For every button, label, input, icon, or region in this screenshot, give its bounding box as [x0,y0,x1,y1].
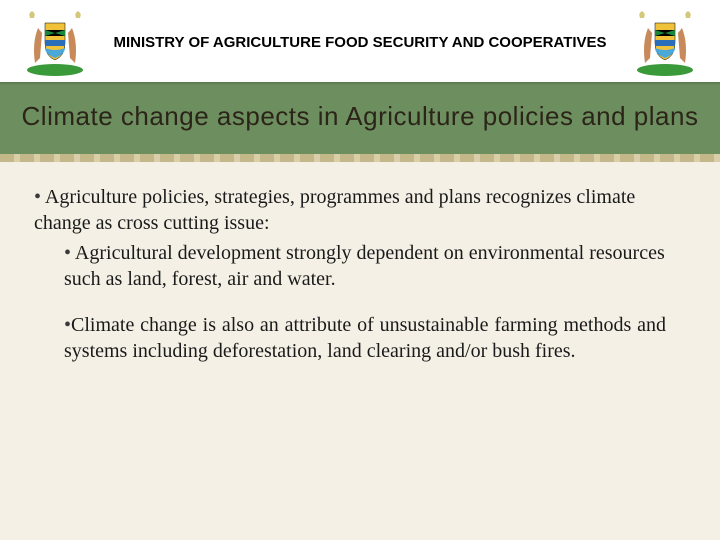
bullet-text: Agricultural development strongly depend… [64,242,665,290]
bullet-mark-icon: • [34,186,45,208]
emblem-right [630,8,700,78]
ministry-title: MINISTRY OF AGRICULTURE FOOD SECURITY AN… [90,33,630,53]
emblem-left [20,8,90,78]
content-area: • Agriculture policies, strategies, prog… [0,154,720,384]
bullet-level-2: • Agricultural development strongly depe… [64,240,686,292]
coat-of-arms-icon [630,8,700,78]
header: MINISTRY OF AGRICULTURE FOOD SECURITY AN… [0,0,720,82]
bullet-mark-icon: • [64,314,71,336]
bullet-level-2: •Climate change is also an attribute of … [64,312,686,364]
bullet-mark-icon: • [64,242,75,264]
coat-of-arms-icon [20,8,90,78]
title-band: Climate change aspects in Agriculture po… [0,82,720,154]
bullet-text: Climate change is also an attribute of u… [64,314,666,362]
slide-title: Climate change aspects in Agriculture po… [20,100,700,134]
bullet-level-1: • Agriculture policies, strategies, prog… [34,184,686,236]
bullet-text: Agriculture policies, strategies, progra… [34,186,635,234]
